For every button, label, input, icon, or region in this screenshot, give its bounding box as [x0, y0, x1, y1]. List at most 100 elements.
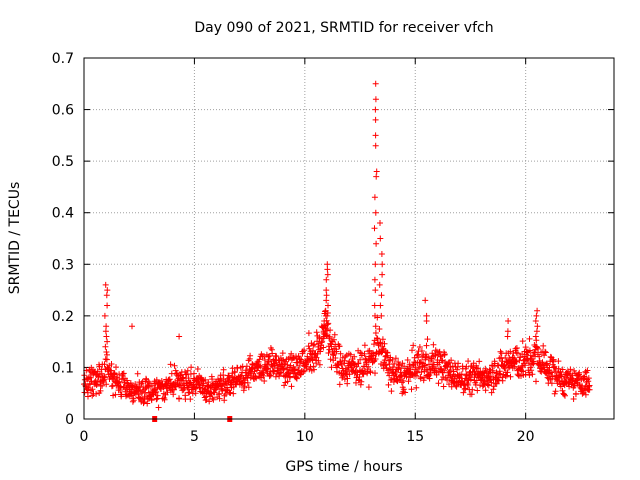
data-point — [469, 386, 476, 393]
data-point — [486, 366, 493, 373]
data-point — [337, 359, 344, 366]
data-point — [323, 276, 330, 283]
data-point — [389, 356, 396, 363]
data-point — [367, 369, 374, 376]
data-point — [372, 287, 379, 294]
data-point — [346, 371, 353, 378]
y-tick-label: 0 — [65, 412, 74, 428]
data-point — [437, 352, 444, 359]
data-point — [586, 386, 593, 393]
data-point — [311, 341, 318, 348]
data-point — [296, 362, 303, 369]
data-point — [103, 381, 110, 388]
data-point — [473, 365, 480, 371]
data-point — [535, 345, 542, 352]
data-point — [171, 362, 178, 369]
data-point — [187, 396, 194, 403]
data-point — [414, 369, 421, 376]
data-point — [327, 356, 334, 363]
data-point — [288, 350, 295, 357]
data-point — [490, 386, 497, 393]
data-point — [170, 391, 177, 398]
data-point — [532, 318, 539, 324]
data-point — [513, 345, 520, 351]
data-point — [522, 344, 529, 351]
data-point — [313, 354, 320, 361]
data-point — [101, 374, 108, 381]
data-point — [377, 302, 384, 309]
data-point — [323, 287, 330, 294]
data-point — [227, 389, 234, 396]
chart-title: Day 090 of 2021, SRMTID for receiver vfc… — [194, 20, 493, 36]
data-point — [194, 366, 201, 372]
data-point — [270, 368, 277, 375]
data-point — [300, 368, 307, 375]
data-point — [390, 364, 396, 371]
data-point — [398, 372, 405, 379]
data-point — [503, 372, 510, 379]
data-point — [567, 366, 574, 373]
data-point — [448, 357, 455, 364]
data-point — [344, 375, 351, 382]
data-point — [507, 348, 514, 355]
data-point — [552, 388, 559, 395]
data-point — [337, 350, 344, 357]
data-point — [423, 312, 430, 319]
data-point — [522, 371, 529, 378]
data-point — [435, 380, 442, 387]
data-point — [287, 373, 294, 380]
data-point — [104, 351, 110, 358]
data-point — [441, 351, 448, 358]
data-point — [385, 357, 392, 364]
data-point — [542, 348, 549, 355]
data-point — [512, 345, 519, 352]
data-point — [261, 353, 267, 359]
data-point — [101, 312, 108, 319]
data-point — [454, 366, 460, 373]
data-point — [499, 377, 506, 384]
data-point — [384, 349, 391, 356]
data-point — [152, 389, 159, 396]
data-point — [400, 386, 407, 393]
data-point — [313, 329, 320, 336]
data-point — [482, 387, 489, 394]
data-point — [123, 377, 130, 384]
data-point — [176, 395, 183, 402]
data-point — [153, 388, 160, 395]
data-point — [247, 352, 254, 359]
data-point — [220, 366, 227, 373]
data-point — [210, 396, 217, 403]
data-point — [277, 369, 284, 376]
data-point — [216, 395, 223, 402]
data-point — [517, 354, 524, 361]
data-point — [231, 368, 238, 375]
data-point — [371, 302, 378, 309]
data-point — [400, 377, 407, 384]
data-point — [392, 355, 399, 362]
data-point — [114, 375, 121, 381]
data-point — [532, 333, 539, 340]
data-point — [548, 380, 555, 387]
data-point — [585, 378, 592, 385]
data-point — [338, 361, 345, 368]
data-point — [327, 327, 334, 334]
data-point — [476, 358, 483, 365]
data-point — [430, 341, 437, 348]
data-point — [358, 378, 365, 385]
data-point — [122, 388, 129, 395]
data-point — [261, 378, 268, 384]
data-point — [561, 391, 568, 398]
data-point — [373, 173, 380, 180]
data-point — [85, 384, 92, 391]
data-point — [284, 378, 291, 385]
data-point — [167, 361, 174, 368]
data-point — [555, 358, 562, 365]
data-point — [378, 292, 385, 299]
data-point — [408, 386, 415, 393]
data-point — [243, 363, 250, 370]
data-point — [112, 391, 119, 398]
data-point — [207, 390, 214, 397]
data-point — [372, 116, 379, 123]
data-point — [347, 351, 354, 358]
